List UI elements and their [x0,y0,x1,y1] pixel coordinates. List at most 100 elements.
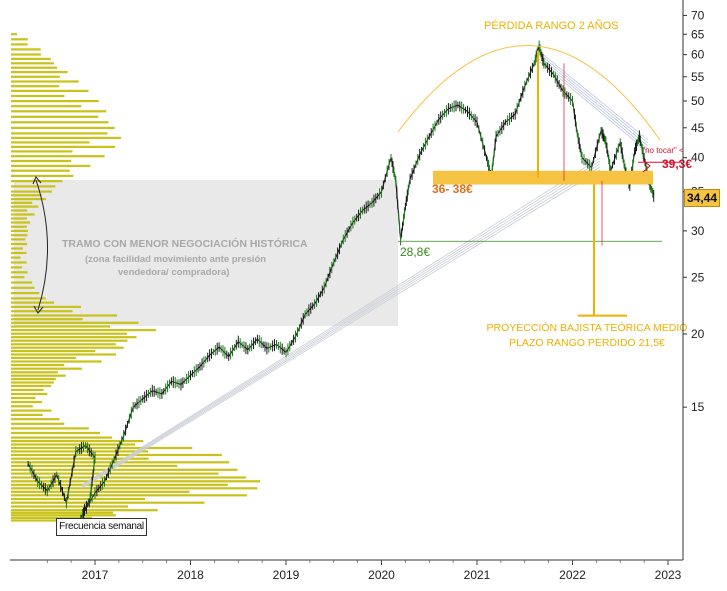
volume-bar [11,436,113,439]
volume-bar [11,480,261,483]
volume-bar [11,325,111,328]
volume-bar [11,400,43,404]
support-low-label: 28,8€ [400,245,430,259]
volume-bar [11,405,33,408]
resistance-label: 39,3€ [662,157,692,171]
y-tick-label: 70 [691,8,705,22]
volume-bar [11,440,144,443]
volume-bar [11,483,228,486]
volume-bar [11,490,190,493]
levels [398,50,682,317]
y-tick-label: 55 [691,70,705,84]
volume-bar [11,374,66,377]
volume-bar [11,247,23,250]
upper-trend-line [539,61,649,153]
no-tocar-label: "no tocar" < [642,146,684,155]
x-axis-ticks: 2017 2018 2019 2020 2021 2022 2023 [46,560,682,582]
volume-bar [11,105,82,108]
volume-bar [11,169,70,172]
volume-bar [11,343,116,346]
volume-bar [11,261,27,264]
volume-bar [11,38,28,41]
trend-lines [81,51,649,489]
volume-bar [11,198,46,201]
y-tick-label: 65 [691,27,705,41]
volume-bar [11,110,107,113]
volume-bar [11,238,26,241]
volume-bar [11,115,99,118]
volume-bar [11,121,109,124]
volume-bar [11,381,54,384]
low-volume-sub2: vendedora/ compradora) [118,267,229,278]
volume-bar [11,350,96,353]
volume-bar [11,505,129,508]
volume-bar [11,494,247,497]
upper-trend-line [539,51,649,141]
x-tick-label: 2020 [368,568,395,582]
resistance-bracket [642,159,651,173]
volume-bar [11,318,83,321]
volume-bar [11,446,193,450]
projection-line1: PROYECCIÓN BAJISTA TEÓRICA MEDIO [487,321,688,334]
lower-trend-line [81,163,601,487]
volume-bar [11,367,82,370]
volume-bar [11,225,27,228]
volume-bar [11,519,76,522]
volume-bar [11,321,139,324]
y-tick-label: 60 [691,48,705,62]
x-tick-label: 2017 [82,568,109,582]
projection-line2: PLAZO RANGO PERDIDO 21,5€ [509,337,665,349]
volume-bar [11,185,56,188]
x-tick-label: 2022 [559,568,586,582]
x-tick-label: 2021 [464,568,491,582]
low-volume-title: TRAMO CON MENOR NEGOCIACIÓN HISTÓRICA [62,237,308,250]
volume-bar [11,159,72,163]
volume-bar [11,314,117,317]
lower-trend-line [81,160,601,487]
volume-bar [11,468,238,471]
y-tick-label: 40 [691,151,705,165]
volume-bar [11,332,127,335]
volume-bar [11,221,31,224]
volume-bar [11,364,65,367]
volume-bar [11,75,60,78]
volume-bar [11,164,91,167]
volume-bar [11,141,90,144]
volume-bar [11,422,65,425]
volume-bar [11,85,60,88]
volume-bar [11,190,52,193]
volume-profile [11,33,261,522]
volume-bar [11,286,35,289]
y-tick-label: 45 [691,121,705,135]
volume-bar [11,94,65,98]
volume-bar [11,276,25,279]
low-volume-arrow [35,179,48,311]
volume-bar [11,501,205,504]
volume-bar [11,356,76,359]
volume-bar [11,136,121,139]
arrow-head-bottom [33,305,44,314]
volume-bar [11,100,99,103]
volume-bar [11,194,42,197]
volume-bar [11,234,28,237]
volume-bar [11,150,73,153]
upper-trend-line [539,59,649,150]
volume-bar [11,71,68,74]
y-tick-label: 50 [691,94,705,108]
volume-bar [11,346,124,349]
volume-bar [11,80,79,83]
volume-bar [11,511,114,514]
volume-bar [11,57,51,60]
low-volume-sub1: (zona facilidad movimiento ante presión [85,254,266,265]
volume-bar [11,48,41,51]
volume-bar [11,431,100,435]
last-price-badge: 34,44 [684,189,720,207]
volume-bar [11,371,59,374]
volume-bar [11,413,43,416]
volume-bar [11,155,105,158]
volume-bar [11,514,116,517]
volume-bar [11,329,156,332]
volume-bar [11,396,36,400]
range-arc [397,45,661,141]
